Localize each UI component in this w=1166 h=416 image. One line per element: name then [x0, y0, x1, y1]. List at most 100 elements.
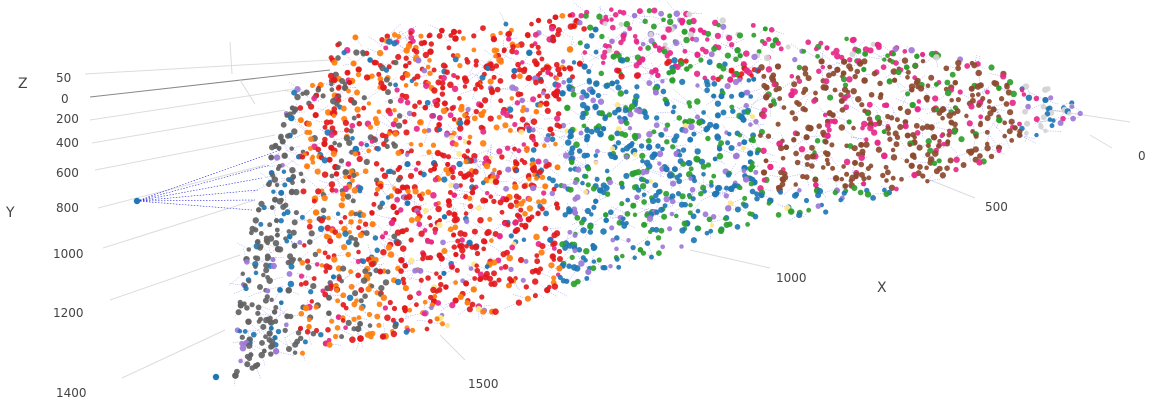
node	[767, 163, 774, 171]
node	[475, 205, 482, 212]
node	[848, 66, 854, 72]
node	[300, 188, 307, 195]
node	[525, 216, 532, 223]
node	[270, 257, 276, 262]
edge	[836, 61, 845, 70]
node	[474, 250, 481, 257]
node	[600, 60, 606, 66]
edge	[360, 338, 364, 348]
edge	[462, 279, 472, 282]
node	[257, 244, 264, 251]
edge	[841, 127, 859, 141]
node	[435, 300, 442, 306]
node	[445, 154, 452, 160]
node	[894, 117, 900, 123]
node	[924, 165, 929, 171]
node	[529, 157, 536, 163]
node	[564, 278, 570, 284]
node	[329, 173, 335, 179]
node	[246, 278, 252, 284]
node	[871, 70, 878, 77]
node	[785, 44, 791, 50]
edge	[355, 37, 363, 47]
node	[252, 217, 259, 224]
node	[582, 50, 588, 55]
edge	[972, 125, 977, 135]
edge	[606, 85, 615, 91]
edge	[449, 204, 459, 213]
node	[404, 161, 411, 167]
edge	[387, 23, 402, 37]
node	[351, 115, 357, 121]
edge	[399, 115, 406, 126]
node	[797, 188, 802, 193]
node	[475, 81, 481, 88]
node	[403, 47, 410, 54]
node	[998, 96, 1005, 102]
edge	[559, 74, 567, 84]
node	[1002, 133, 1007, 139]
node	[892, 45, 899, 53]
edge	[640, 185, 656, 198]
node	[694, 156, 700, 162]
node	[299, 259, 306, 266]
node	[342, 85, 348, 91]
node	[780, 176, 787, 183]
node	[450, 174, 456, 180]
node	[640, 168, 647, 176]
node	[321, 140, 328, 148]
node	[524, 148, 530, 154]
edge	[827, 109, 843, 120]
node	[303, 280, 309, 286]
edge	[540, 79, 549, 90]
x-axis-title: X	[877, 280, 887, 296]
node	[638, 247, 643, 253]
node	[610, 237, 616, 243]
node	[472, 168, 479, 175]
node	[729, 68, 734, 74]
node	[246, 355, 253, 362]
node	[494, 86, 501, 93]
node	[506, 106, 514, 113]
edge	[667, 163, 671, 176]
node	[1012, 125, 1018, 131]
node	[526, 196, 533, 202]
node	[576, 60, 584, 67]
node	[525, 32, 531, 38]
node	[634, 84, 640, 90]
node	[533, 79, 539, 86]
node	[356, 225, 362, 231]
node	[748, 180, 755, 187]
node	[1006, 109, 1014, 116]
node	[306, 223, 313, 230]
node	[239, 334, 245, 340]
edge	[631, 15, 635, 26]
node	[649, 153, 656, 161]
node	[984, 129, 990, 135]
node	[348, 235, 355, 241]
node	[576, 247, 583, 253]
node	[572, 248, 578, 254]
node	[1049, 123, 1055, 129]
node	[507, 128, 513, 133]
node	[268, 344, 274, 350]
node	[646, 8, 653, 14]
node	[612, 109, 618, 116]
node	[387, 111, 393, 117]
node	[577, 19, 583, 26]
node	[667, 226, 673, 232]
node	[386, 38, 393, 45]
node	[431, 87, 438, 94]
node	[599, 33, 605, 40]
node	[392, 130, 399, 137]
node	[693, 70, 701, 77]
node	[645, 143, 653, 151]
edge	[337, 327, 353, 336]
edge	[927, 173, 934, 182]
edge	[835, 181, 838, 191]
node	[514, 168, 520, 173]
node	[663, 165, 670, 173]
node	[313, 209, 319, 216]
edge	[547, 289, 558, 298]
